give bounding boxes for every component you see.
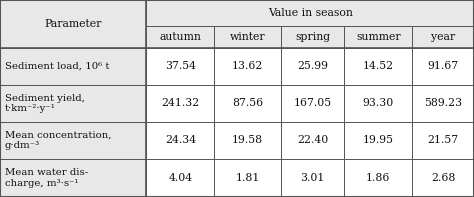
Text: spring: spring xyxy=(295,32,330,42)
Bar xyxy=(281,48,344,85)
Text: 93.30: 93.30 xyxy=(363,98,394,108)
Bar xyxy=(214,26,281,48)
Text: 25.99: 25.99 xyxy=(297,61,328,72)
Text: summer: summer xyxy=(356,32,401,42)
Text: 241.32: 241.32 xyxy=(161,98,200,108)
Bar xyxy=(344,85,412,122)
Bar xyxy=(281,122,344,159)
Bar xyxy=(146,26,214,48)
Bar xyxy=(344,159,412,197)
Text: winter: winter xyxy=(230,32,265,42)
Bar xyxy=(146,48,214,85)
Bar xyxy=(412,159,474,197)
Text: Parameter: Parameter xyxy=(45,19,102,29)
Bar xyxy=(0,0,146,48)
Bar xyxy=(281,159,344,197)
Text: 1.86: 1.86 xyxy=(366,173,391,183)
Text: Mean concentration,
g·dm⁻³: Mean concentration, g·dm⁻³ xyxy=(5,130,111,150)
Text: Sediment yield,
t·km⁻²·y⁻¹: Sediment yield, t·km⁻²·y⁻¹ xyxy=(5,94,85,113)
Bar xyxy=(412,26,474,48)
Text: autumn: autumn xyxy=(159,32,201,42)
Bar xyxy=(0,48,146,85)
Bar xyxy=(146,159,214,197)
Bar xyxy=(281,85,344,122)
Text: 589.23: 589.23 xyxy=(424,98,462,108)
Text: 4.04: 4.04 xyxy=(168,173,192,183)
Text: 24.34: 24.34 xyxy=(165,135,196,145)
Bar xyxy=(214,122,281,159)
Text: 21.57: 21.57 xyxy=(428,135,459,145)
Bar xyxy=(146,85,214,122)
Bar xyxy=(344,26,412,48)
Bar xyxy=(412,122,474,159)
Bar xyxy=(0,122,146,159)
Bar xyxy=(0,85,146,122)
Bar xyxy=(412,48,474,85)
Bar xyxy=(412,85,474,122)
Text: 37.54: 37.54 xyxy=(165,61,196,72)
Text: Value in season: Value in season xyxy=(268,8,353,18)
Bar xyxy=(281,26,344,48)
Text: Sediment load, 10⁶ t: Sediment load, 10⁶ t xyxy=(5,62,109,71)
Bar xyxy=(146,122,214,159)
Text: 87.56: 87.56 xyxy=(232,98,264,108)
Bar xyxy=(344,122,412,159)
Text: 19.58: 19.58 xyxy=(232,135,264,145)
Bar xyxy=(0,159,146,197)
Text: 14.52: 14.52 xyxy=(363,61,394,72)
Text: 91.67: 91.67 xyxy=(428,61,459,72)
Text: 1.81: 1.81 xyxy=(236,173,260,183)
Bar xyxy=(146,0,474,26)
Text: 3.01: 3.01 xyxy=(301,173,325,183)
Text: year: year xyxy=(431,32,456,42)
Text: 19.95: 19.95 xyxy=(363,135,394,145)
Text: 13.62: 13.62 xyxy=(232,61,264,72)
Text: 167.05: 167.05 xyxy=(293,98,332,108)
Bar xyxy=(214,159,281,197)
Text: Mean water dis-
charge, m³·s⁻¹: Mean water dis- charge, m³·s⁻¹ xyxy=(5,168,88,188)
Bar xyxy=(214,48,281,85)
Text: 22.40: 22.40 xyxy=(297,135,328,145)
Bar xyxy=(344,48,412,85)
Text: 2.68: 2.68 xyxy=(431,173,456,183)
Bar xyxy=(214,85,281,122)
